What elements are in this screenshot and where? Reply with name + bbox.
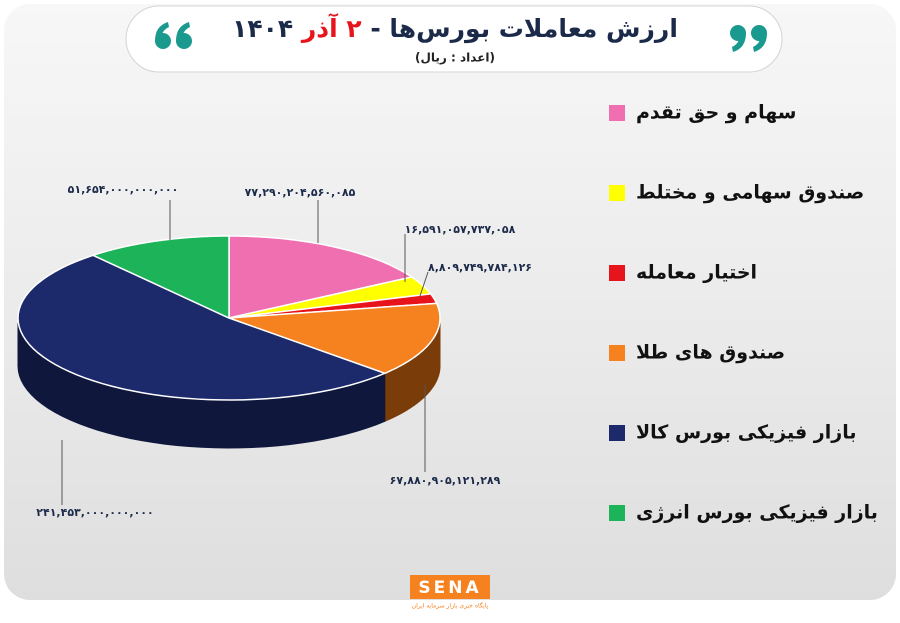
title-date: ۲ آذر bbox=[300, 13, 362, 43]
legend-swatch bbox=[609, 425, 625, 441]
logo: SENA bbox=[418, 578, 481, 598]
value-label: ۲۴۱,۴۵۳,۰۰۰,۰۰۰,۰۰۰ bbox=[36, 506, 153, 519]
value-label: ۶۷,۸۸۰,۹۰۵,۱۲۱,۲۸۹ bbox=[390, 474, 501, 487]
legend-swatch bbox=[609, 105, 625, 121]
legend-swatch bbox=[609, 185, 625, 201]
value-label: ۸,۸۰۹,۷۴۹,۷۸۴,۱۲۶ bbox=[428, 261, 532, 274]
legend-label: سهام و حق تقدم bbox=[636, 102, 796, 124]
legend-label: بازار فیزیکی بورس انرژی bbox=[636, 502, 878, 524]
quote-right bbox=[730, 25, 767, 52]
title-part: ارزش معاملات بورس‌ها - bbox=[370, 14, 678, 44]
quote-left bbox=[155, 22, 192, 49]
logo-caption: پایگاه خبری بازار سرمایه ایران bbox=[412, 602, 489, 610]
slice bbox=[228, 235, 414, 319]
value-label: ۵۱,۶۵۴,۰۰۰,۰۰۰,۰۰۰ bbox=[68, 183, 179, 196]
legend-label: صندوق های طلا bbox=[636, 342, 785, 364]
value-label: ۱۶,۵۹۱,۰۵۷,۷۳۷,۰۵۸ bbox=[405, 223, 516, 236]
slice bbox=[228, 302, 441, 375]
chart-title: ارزش معاملات بورس‌ها - ۲ آذر ۱۴۰۴ bbox=[232, 13, 678, 44]
slice bbox=[91, 235, 230, 320]
slice bbox=[228, 293, 438, 319]
slice bbox=[228, 276, 433, 319]
legend-label: اختیار معامله bbox=[636, 262, 757, 284]
title-year: ۱۴۰۴ bbox=[232, 14, 293, 43]
legend-label: صندوق سهامی و مختلط bbox=[636, 182, 864, 204]
logo-box bbox=[410, 575, 490, 599]
legend-swatch bbox=[609, 265, 625, 281]
legend-swatch bbox=[609, 345, 625, 361]
slice bbox=[17, 254, 387, 401]
leader-line bbox=[419, 271, 429, 297]
legend-swatch bbox=[609, 505, 625, 521]
card bbox=[4, 4, 896, 600]
chart-subtitle: (اعداد : ریال) bbox=[415, 51, 495, 65]
value-label: ۷۷,۲۹۰,۲۰۴,۵۶۰,۰۸۵ bbox=[245, 186, 356, 199]
legend-label: بازار فیزیکی بورس کالا bbox=[636, 422, 856, 444]
title-bar bbox=[125, 5, 783, 73]
